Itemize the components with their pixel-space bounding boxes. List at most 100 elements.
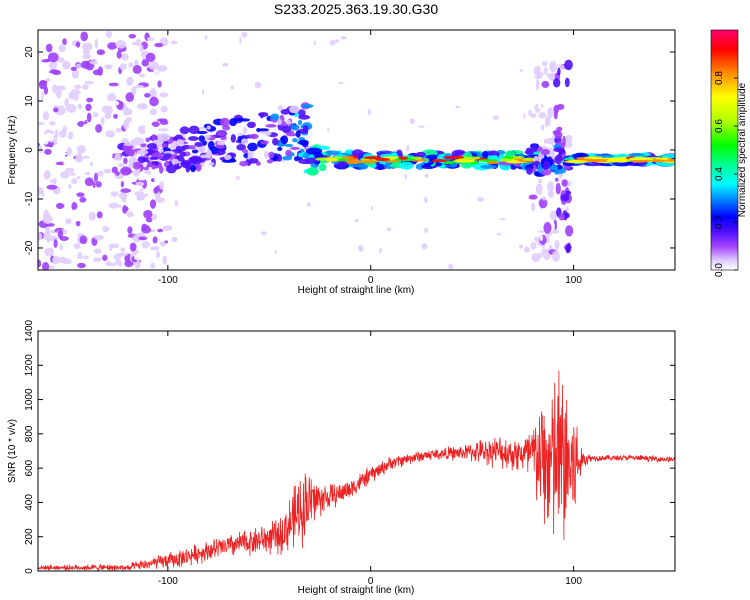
snr-series-line	[38, 370, 675, 571]
snr-ytick-label: 1400	[24, 319, 35, 342]
spectrogram-blob	[367, 108, 371, 116]
spectrogram-blob	[160, 112, 171, 118]
spectrogram-blob	[105, 52, 117, 62]
spectrogram-blob	[519, 69, 524, 72]
spectrogram-blob	[151, 164, 156, 170]
spectrogram-blob	[59, 244, 63, 251]
spectrogram-blob	[546, 73, 553, 78]
snr-xlabel: Height of straight line (km)	[298, 585, 415, 596]
spectrogram-blob	[149, 156, 159, 160]
spectrogram-blob	[327, 127, 330, 132]
spectrogram-blob	[129, 242, 137, 252]
snr-ytick-label: 600	[24, 459, 35, 476]
spectrogram-blob	[660, 153, 675, 159]
spectrogram-blob	[107, 105, 113, 115]
spectrogram-blob	[108, 202, 119, 209]
spectrogram-blob	[161, 209, 169, 220]
spectrogram-blob	[191, 149, 199, 154]
spectrogram-blob	[358, 245, 364, 252]
spectrogram-blob	[523, 113, 526, 120]
spectrogram-blob	[108, 82, 119, 87]
spectrogram-blob	[301, 103, 314, 109]
spectrogram-blob	[531, 202, 536, 212]
spectrogram-blob	[498, 158, 512, 162]
colorbar-tick-label: 0.8	[714, 71, 725, 85]
spectrogram-blob	[105, 261, 112, 266]
spectrogram-blob	[125, 85, 129, 92]
spectrogram-blob	[104, 64, 112, 70]
spectrogram-blob	[114, 264, 120, 270]
spectrogram-blob	[254, 81, 262, 89]
spectrogram-blob	[140, 225, 152, 234]
spectrogram-blob	[398, 161, 414, 170]
spectrogram-blob	[85, 103, 92, 112]
spectrogram-blob	[70, 89, 81, 96]
spectrogram-blob	[121, 53, 129, 61]
spectrogram-blob	[82, 53, 92, 59]
spectrogram-blob	[125, 92, 135, 102]
spectrogram-blob	[135, 38, 141, 47]
spectrogram-blob	[88, 211, 96, 221]
spectrogram-blob	[71, 202, 78, 211]
spectrogram-blob	[277, 119, 282, 126]
spectrogram-blob	[96, 211, 103, 219]
spectrogram-blob	[179, 151, 187, 157]
spectrogram-blob	[97, 170, 104, 177]
spectrogram-blob	[134, 59, 139, 67]
spectrogram-blob	[128, 33, 137, 39]
spectrogram-blob	[38, 91, 42, 100]
spectrogram-blob	[52, 255, 60, 265]
spectrogram-blob	[241, 31, 248, 38]
spectrogram-blob	[57, 229, 64, 239]
spectrogram-blob	[150, 178, 155, 183]
spectrogram-blob	[123, 142, 135, 146]
spectrogram-blob	[154, 42, 164, 48]
spectrogram-blob	[94, 38, 99, 49]
spectrogram-blob	[139, 44, 144, 52]
snr-frame	[37, 330, 676, 572]
spectrogram-blob	[174, 199, 178, 207]
spectrogram-blob	[204, 134, 211, 139]
spectrogram-blob	[71, 69, 80, 79]
spectrogram-blob	[384, 161, 394, 170]
spectrogram-blob	[179, 88, 185, 93]
spectrogram-blob	[52, 84, 57, 94]
spectrogram-blob	[80, 31, 89, 42]
spectrogram-blob	[126, 211, 134, 218]
spectrogram-blob	[515, 72, 520, 77]
spectrogram-blob	[149, 88, 157, 99]
spectrogram-blob	[547, 106, 554, 119]
spectrogram-blob	[535, 183, 543, 195]
spectrogram-blob	[100, 116, 105, 125]
spectrogram-blob	[126, 149, 135, 157]
spectrogram-blob	[284, 143, 294, 148]
spectrogram-blob	[73, 53, 80, 61]
spectrogram-blob	[502, 52, 509, 56]
spectrogram-blob	[216, 149, 226, 155]
spectrogram-blob	[281, 125, 292, 133]
spectrogram-blob	[93, 234, 105, 241]
spectrogram-blob	[149, 199, 157, 209]
spectrogram-blob	[144, 173, 148, 177]
spectrogram-blob	[290, 124, 300, 131]
spectrogram-blob	[547, 190, 555, 198]
spectrogram-blob	[325, 150, 341, 155]
spectrogram-blob	[119, 237, 130, 248]
spectrogram-blob	[93, 172, 98, 183]
spectrogram-blob	[431, 159, 447, 163]
spectrogram-blob	[466, 156, 481, 160]
spectrogram-blob	[150, 262, 156, 269]
spectrogram-blob	[198, 135, 205, 142]
spectrogram-blob	[79, 196, 87, 203]
spectrogram-blob	[241, 138, 249, 145]
spectrogram-blob	[564, 59, 573, 71]
spectrogram-blob	[121, 195, 127, 203]
spectrogram-blob	[492, 115, 499, 120]
spectrogram-blob	[54, 129, 59, 139]
spectrogram-blob	[159, 241, 166, 247]
spectrogram-blob	[533, 117, 543, 127]
colorbar-gradient	[711, 30, 738, 270]
spectrogram-blob	[68, 233, 74, 239]
spectrogram-blob	[404, 173, 408, 180]
spectrogram-blob	[160, 47, 167, 53]
